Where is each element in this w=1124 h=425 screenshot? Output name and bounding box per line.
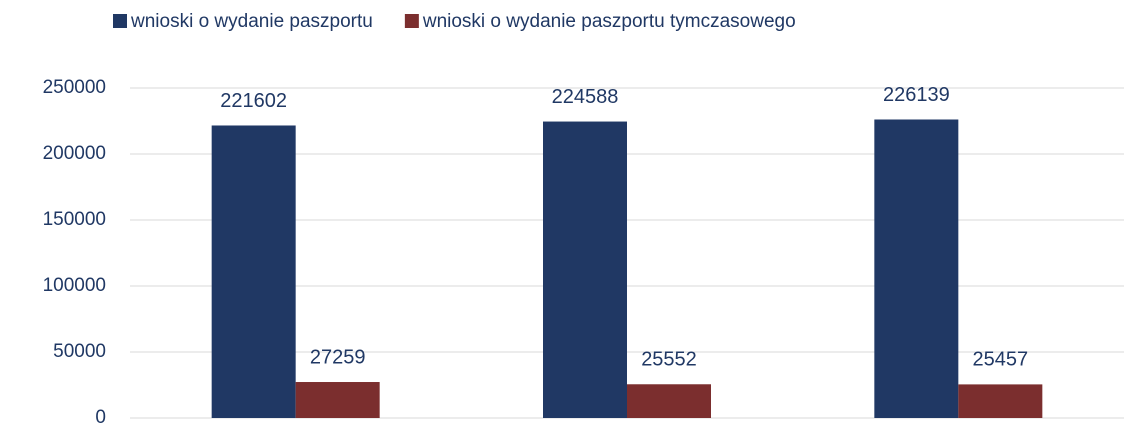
y-tick-label: 150000: [43, 209, 106, 230]
data-label: 27259: [310, 346, 366, 368]
data-label: 224588: [552, 86, 619, 108]
data-label: 25457: [973, 349, 1029, 371]
data-label: 221602: [220, 90, 287, 112]
data-label: 25552: [641, 349, 697, 371]
bar: [958, 384, 1043, 418]
legend-swatch: [404, 14, 419, 28]
y-tick-label: 50000: [53, 341, 106, 362]
bar: [211, 125, 296, 419]
bar: [874, 119, 959, 418]
data-label: 226139: [883, 84, 950, 106]
legend-label: wnioski o wydanie paszportu tymczasowego: [422, 11, 796, 32]
y-tick-label: 250000: [43, 77, 106, 98]
bar: [295, 382, 380, 418]
y-tick-label: 0: [95, 407, 106, 425]
legend-label: wnioski o wydanie paszportu: [130, 11, 373, 32]
legend-swatch: [113, 14, 127, 28]
y-tick-label: 200000: [43, 143, 106, 164]
bar: [543, 121, 627, 419]
y-tick-label: 100000: [43, 275, 106, 296]
bar: [627, 384, 711, 418]
